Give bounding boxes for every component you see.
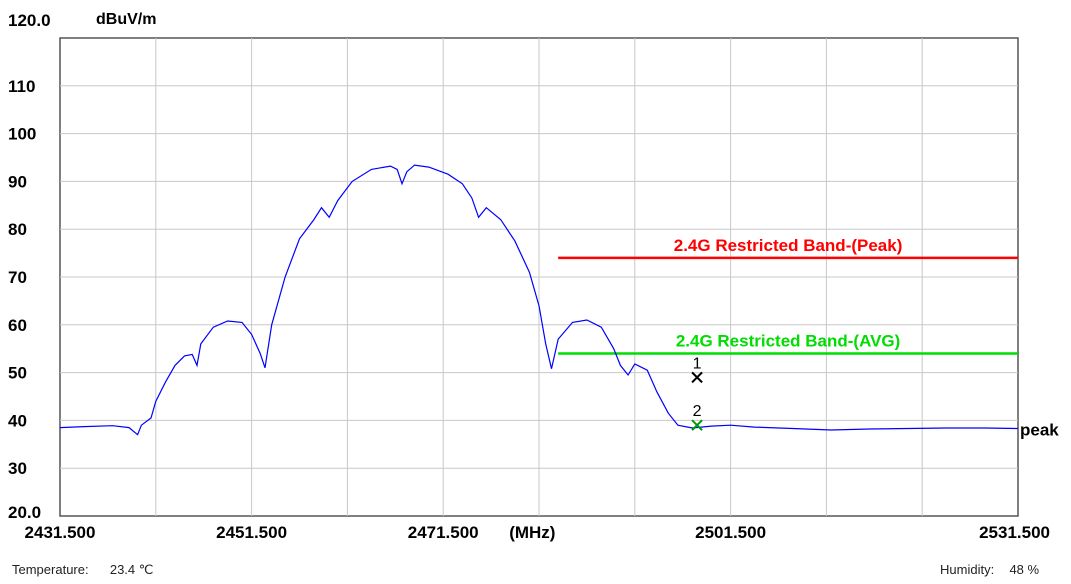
limit-label: 2.4G Restricted Band-(AVG): [676, 331, 901, 350]
x-axis-labels: 2431.500 2451.500 2471.500 2501.500 2531.500…: [25, 523, 1050, 542]
markers: 12: [691, 355, 703, 431]
x-axis-unit: (MHz): [509, 523, 555, 542]
y-tick-label: 30: [8, 459, 27, 478]
grid-lines: [60, 38, 1018, 516]
x-tick-label: 2501.500: [695, 523, 766, 542]
temperature-readout: Temperature: 23.4 ℃: [12, 562, 153, 578]
y-axis-labels: 20.0 30 40 50 60 70 80 90 100 110 120.0: [8, 11, 51, 522]
y-tick-label: 60: [8, 316, 27, 335]
trace-label: peak: [1020, 421, 1059, 440]
y-tick-label: 90: [8, 172, 27, 191]
y-tick-label: 110: [8, 77, 35, 96]
temperature-value: 23.4 ℃: [109, 562, 154, 577]
humidity-value: 48 %: [1009, 562, 1040, 577]
humidity-readout: Humidity: 48 %: [940, 562, 1039, 577]
y-tick-label: 20.0: [8, 503, 41, 522]
y-axis-unit: dBuV/m: [96, 11, 156, 28]
x-tick-label: 2471.500: [408, 523, 479, 542]
marker-cross: [691, 419, 703, 431]
marker-cross: [691, 371, 703, 384]
temperature-label: Temperature:: [12, 562, 89, 577]
y-tick-label: 80: [8, 220, 27, 239]
humidity-label: Humidity:: [940, 562, 995, 577]
marker-label: 1: [693, 355, 702, 372]
x-tick-label: 2431.500: [25, 523, 96, 542]
y-tick-label: 120.0: [8, 11, 51, 30]
y-tick-label: 50: [8, 364, 27, 383]
peak-trace: [59, 164, 1019, 436]
limit-lines: 2.4G Restricted Band-(Peak) 2.4G Restrict…: [558, 236, 1018, 355]
x-tick-label: 2531.500: [979, 523, 1050, 542]
y-tick-label: 100: [8, 125, 36, 144]
y-tick-label: 70: [8, 268, 27, 287]
x-tick-label: 2451.500: [216, 523, 287, 542]
marker-label: 2: [693, 403, 702, 420]
y-tick-label: 40: [8, 411, 27, 430]
limit-label: 2.4G Restricted Band-(Peak): [674, 236, 903, 255]
